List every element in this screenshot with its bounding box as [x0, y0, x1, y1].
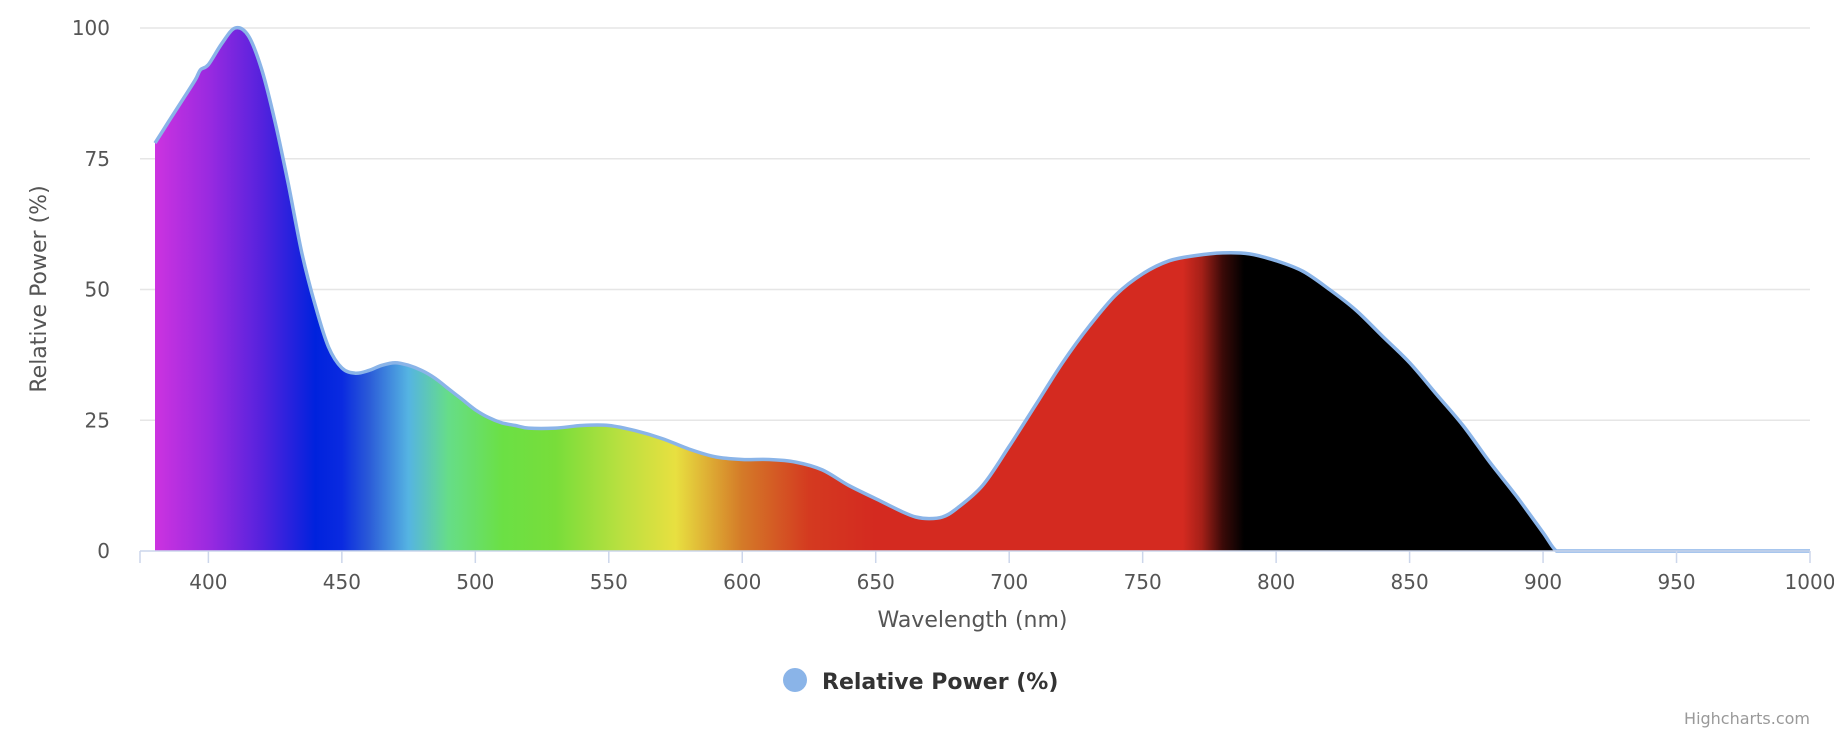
x-tick-label: 650 [857, 570, 895, 594]
x-tick-label: 750 [1124, 570, 1162, 594]
legend[interactable]: Relative Power (%) [783, 668, 1058, 695]
x-tick-label: 950 [1657, 570, 1695, 594]
x-tick-label: 1000 [1785, 570, 1834, 594]
x-axis-title: Wavelength (nm) [877, 608, 1067, 633]
y-tick-label: 0 [97, 539, 110, 563]
x-tick-label: 600 [723, 570, 761, 594]
axes: 0 25 50 75 100 400 450 500 550 600 650 700 750 800 850… [72, 16, 1834, 594]
x-tick-label: 500 [456, 570, 494, 594]
series-area-fill [155, 27, 1810, 551]
x-tick-label: 900 [1524, 570, 1562, 594]
series-line[interactable] [153, 25, 1810, 553]
y-tick-label: 50 [85, 278, 110, 302]
x-tick-label: 700 [990, 570, 1028, 594]
y-axis-title: Relative Power (%) [27, 185, 52, 392]
y-tick-label: 100 [72, 16, 110, 40]
x-tick-label: 850 [1391, 570, 1429, 594]
x-tick-label: 550 [590, 570, 628, 594]
plot-area [153, 25, 1810, 553]
y-tick-label: 75 [85, 147, 110, 171]
grid-lines [140, 27, 1810, 421]
x-tick-label: 800 [1257, 570, 1295, 594]
credits-link[interactable]: Highcharts.com [1684, 709, 1810, 728]
legend-marker-icon[interactable] [783, 668, 807, 692]
x-tick-label: 400 [189, 570, 227, 594]
x-tick-label: 450 [323, 570, 361, 594]
y-tick-label: 25 [85, 408, 110, 432]
legend-item-label[interactable]: Relative Power (%) [822, 670, 1058, 695]
